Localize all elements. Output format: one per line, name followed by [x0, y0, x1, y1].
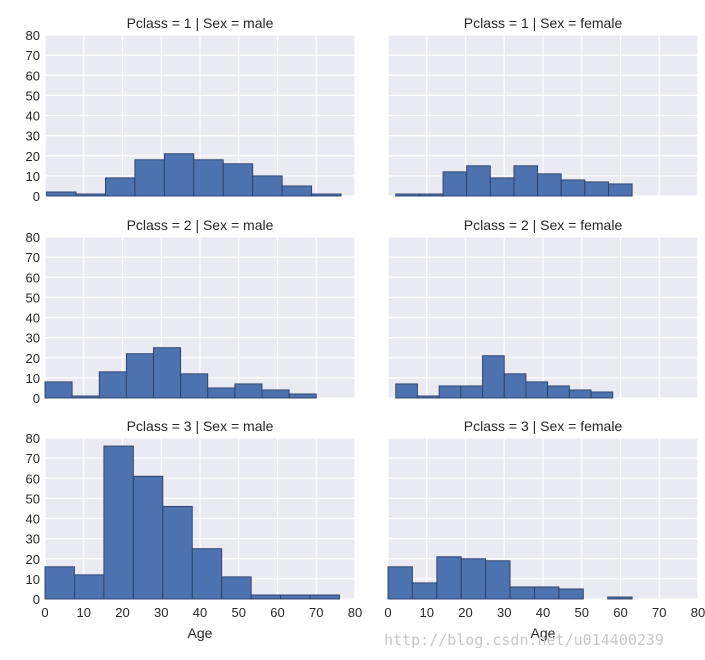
- panel-title: Pclass = 2 | Sex = male: [127, 217, 274, 233]
- y-tick-label: 50: [26, 290, 40, 305]
- x-tick-label: 10: [420, 605, 434, 620]
- x-tick-label: 20: [115, 605, 129, 620]
- y-tick-label: 60: [26, 270, 40, 285]
- x-tick-label: 60: [270, 605, 284, 620]
- x-tick-label: 80: [348, 605, 362, 620]
- x-axis-label: Age: [531, 625, 556, 641]
- histogram-bar: [191, 548, 223, 600]
- panel-2: Pclass = 1 | Sex = female: [387, 15, 699, 197]
- x-tick-label: 50: [575, 605, 589, 620]
- panel-title: Pclass = 3 | Sex = female: [464, 418, 623, 434]
- histogram-bar: [436, 556, 462, 600]
- panel-1: Pclass = 1 | Sex = male 0 10 20 30 40 50 60 70 80: [26, 15, 356, 204]
- panel-title: Pclass = 1 | Sex = female: [464, 15, 623, 31]
- histogram-bar: [180, 373, 209, 399]
- x-tick-label: 70: [652, 605, 666, 620]
- histogram-bar: [73, 574, 105, 600]
- y-tick-label: 60: [26, 68, 40, 83]
- x-tick-label: 50: [232, 605, 246, 620]
- histogram-bar: [98, 371, 127, 399]
- histogram-bar: [132, 475, 164, 600]
- histogram-bar: [387, 566, 413, 600]
- y-tick-label: 40: [26, 311, 40, 326]
- y-tick-label: 10: [26, 169, 40, 184]
- histogram-bar: [153, 347, 182, 399]
- panel-title: Pclass = 1 | Sex = male: [127, 15, 274, 31]
- y-tick-label: 0: [33, 592, 40, 607]
- histogram-bar: [395, 383, 418, 399]
- histogram-bar: [607, 596, 633, 600]
- x-axis-label: Age: [188, 625, 213, 641]
- histogram-bar: [281, 185, 313, 197]
- histogram-bar: [311, 193, 342, 197]
- histogram-bar: [193, 159, 224, 197]
- x-tick-label: 60: [613, 605, 627, 620]
- x-tick-label: 10: [77, 605, 91, 620]
- histogram-bar: [162, 505, 193, 600]
- panel-3: Pclass = 2 | Sex = male 0 10 20 30 40 50 60 70 80: [26, 217, 356, 406]
- y-tick-label: 70: [26, 451, 40, 466]
- histogram-bar: [485, 560, 511, 600]
- y-tick-label: 20: [26, 149, 40, 164]
- histogram-bar: [590, 391, 614, 399]
- y-tick-label: 0: [33, 391, 40, 406]
- y-tick-label: 10: [26, 371, 40, 386]
- x-tick-label: 30: [497, 605, 511, 620]
- x-tick-label: 70: [309, 605, 323, 620]
- x-tick-label: 30: [154, 605, 168, 620]
- panel-title: Pclass = 2 | Sex = female: [464, 217, 623, 233]
- panel-4: Pclass = 2 | Sex = female: [387, 217, 699, 399]
- histogram-bar: [288, 393, 317, 399]
- x-tick-label: 0: [384, 605, 391, 620]
- panel-title: Pclass = 3 | Sex = male: [127, 418, 274, 434]
- y-tick-label: 20: [26, 552, 40, 567]
- histogram-bar: [221, 576, 252, 600]
- y-tick-label: 60: [26, 471, 40, 486]
- y-tick-label: 80: [26, 431, 40, 446]
- y-tick-label: 20: [26, 351, 40, 366]
- histogram-bar: [125, 353, 154, 399]
- histogram-bar: [608, 183, 633, 197]
- histogram-bar: [460, 558, 487, 600]
- panel-6: Pclass = 3 | Sex = female 0 10 20 30 40 50 60 70…: [384, 418, 705, 641]
- y-tick-label: 50: [26, 88, 40, 103]
- y-tick-label: 80: [26, 230, 40, 245]
- y-tick-label: 40: [26, 109, 40, 124]
- y-tick-label: 0: [33, 189, 40, 204]
- y-tick-label: 70: [26, 250, 40, 265]
- histogram-bar: [558, 588, 584, 600]
- x-tick-label: 20: [458, 605, 472, 620]
- y-tick-label: 50: [26, 491, 40, 506]
- x-tick-label: 80: [691, 605, 705, 620]
- y-tick-label: 30: [26, 129, 40, 144]
- y-tick-label: 30: [26, 331, 40, 346]
- watermark-text: http://blog.csdn.net/u014400239: [384, 631, 664, 649]
- y-tick-label: 40: [26, 512, 40, 527]
- histogram-bar: [163, 153, 195, 197]
- y-tick-label: 30: [26, 532, 40, 547]
- histogram-bar: [44, 566, 75, 600]
- y-tick-label: 70: [26, 48, 40, 63]
- x-tick-label: 0: [41, 605, 48, 620]
- histogram-bar: [134, 159, 165, 197]
- histogram-bar: [309, 594, 340, 600]
- x-tick-label: 40: [536, 605, 550, 620]
- histogram-bar: [222, 163, 254, 197]
- histogram-bar: [44, 381, 73, 399]
- y-tick-label: 80: [26, 28, 40, 43]
- x-tick-label: 40: [193, 605, 207, 620]
- panel-5: Pclass = 3 | Sex = male 0 10 20 30 40 50 60 70 80…: [26, 418, 363, 641]
- y-tick-label: 10: [26, 572, 40, 587]
